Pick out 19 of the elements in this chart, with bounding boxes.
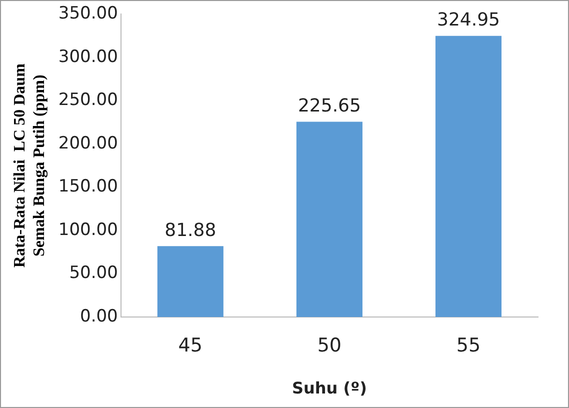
data-label: 81.88	[164, 220, 216, 241]
y-tick-label: 50.00	[69, 263, 118, 284]
bar	[296, 122, 362, 317]
bar	[157, 246, 224, 317]
x-tick-label: 50	[317, 334, 342, 356]
data-label: 225.65	[298, 95, 361, 116]
x-tick-label: 45	[178, 334, 202, 356]
y-tick-label: 150.00	[58, 176, 118, 197]
y-tick-label: 100.00	[58, 220, 118, 240]
y-tick-label: 350.00	[58, 4, 118, 24]
y-tick-label: 300.00	[58, 46, 118, 67]
y-tick-label: 250.00	[58, 90, 118, 110]
x-axis-title: Suhu (º)	[292, 378, 367, 398]
y-tick-label: 0.00	[80, 306, 118, 326]
y-axis-title: Rata-Rata Nilai LC 50 Daum Semak Bunga Putih (ppm)	[12, 62, 48, 268]
bar	[435, 36, 502, 317]
data-label: 324.95	[436, 10, 500, 31]
x-tick-label: 55	[456, 334, 481, 356]
y-tick-label: 200.00	[58, 133, 118, 154]
